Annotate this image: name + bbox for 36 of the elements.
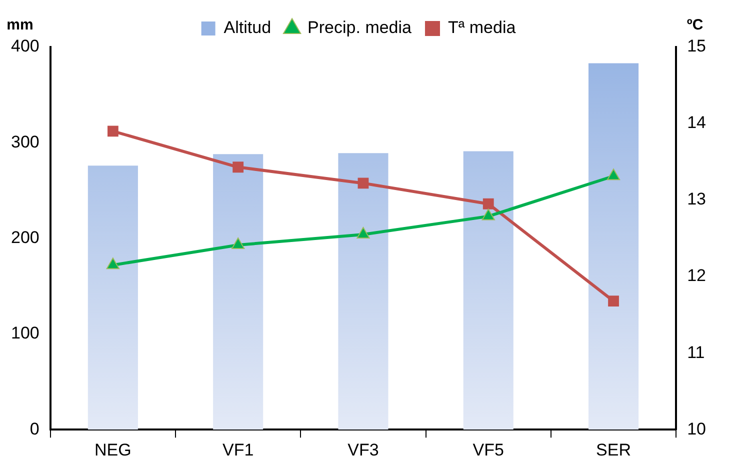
point [358,178,369,189]
bar [213,154,264,430]
y2-tick-label: 14 [687,113,706,132]
bar [588,63,639,430]
point [608,296,619,306]
x-tick-label: VF5 [472,440,504,460]
point [356,226,370,238]
point [106,258,120,270]
y-tick-label: 300 [10,132,40,152]
y2-tick-label: 12 [687,266,706,286]
y2-tick-label: 10 [687,419,706,438]
point [232,162,244,173]
legend-label: Tª media [448,18,516,38]
y-tick-label: 400 [10,36,40,56]
y-tick-label: 200 [10,228,40,247]
y2-tick-label: 15 [687,36,706,56]
bar [463,151,514,430]
point [232,237,245,249]
x-tick-label: VF3 [348,440,379,460]
x-tick-label: NEG [94,440,132,460]
bar [88,166,138,430]
legend-label: Altitud [224,18,272,38]
y-tick-label: 100 [10,324,40,343]
y2-tick-label: 13 [687,190,706,209]
y2-tick-label: 11 [687,342,705,362]
point [482,208,495,220]
y-tick-label: 0 [30,419,40,438]
x-tick-label: SER [596,440,632,460]
point [482,198,494,210]
y-axis-title: mm [6,16,34,34]
legend-label: Precip. media [308,18,412,38]
point [606,168,620,180]
bar [338,153,388,430]
x-tick-label: VF1 [222,440,254,460]
point [107,126,118,137]
y2-axis-title: ºC [686,16,704,34]
